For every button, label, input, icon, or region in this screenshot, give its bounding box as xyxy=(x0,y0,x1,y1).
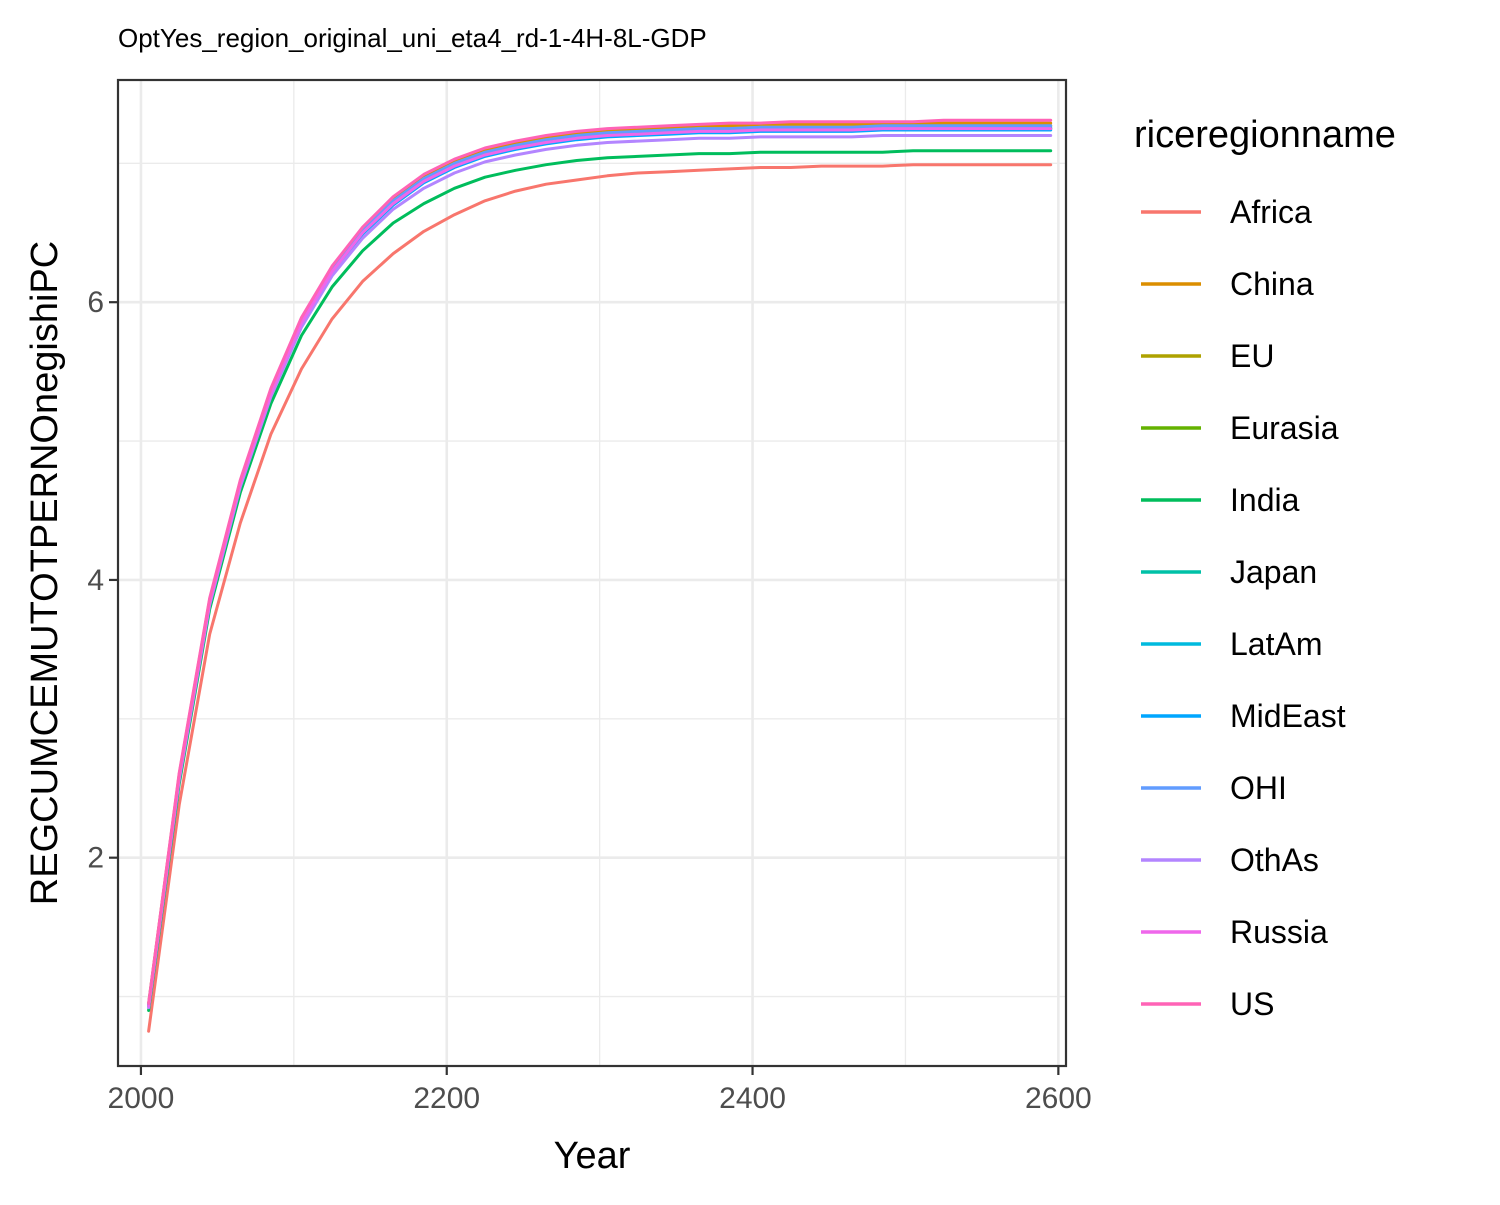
series-line-othas xyxy=(147,134,1053,1010)
legend-item-russia: Russia xyxy=(1141,914,1328,950)
legend-item-us: US xyxy=(1141,986,1274,1022)
y-axis-title: REGCUMCEMUTOTPERNOnegishiPC xyxy=(24,241,66,905)
y-tick-label: 4 xyxy=(87,564,104,597)
axes: 2000 2200 2400 2600 2 4 6 xyxy=(87,286,1091,1115)
legend-item-ohi: OHI xyxy=(1141,770,1287,806)
plot-panel xyxy=(116,78,1068,1068)
x-axis-title: Year xyxy=(554,1135,631,1177)
legend-item-eurasia: Eurasia xyxy=(1141,410,1339,446)
legend-label: OHI xyxy=(1230,770,1287,806)
legend-item-eu: EU xyxy=(1141,338,1274,374)
series-line-us xyxy=(147,118,1053,1005)
x-tick-label: 2400 xyxy=(719,1082,786,1115)
legend-title: riceregionname xyxy=(1134,114,1396,156)
legend-item-india: India xyxy=(1141,482,1300,518)
legend-label: Eurasia xyxy=(1230,410,1339,446)
y-tick-label: 6 xyxy=(87,286,104,319)
legend-item-china: China xyxy=(1141,266,1314,302)
legend-label: EU xyxy=(1230,338,1274,374)
x-tick-label: 2600 xyxy=(1025,1082,1092,1115)
legend-item-japan: Japan xyxy=(1141,554,1317,590)
y-tick-label: 2 xyxy=(87,842,104,875)
legend-label: China xyxy=(1230,266,1314,302)
legend-label: OthAs xyxy=(1230,842,1319,878)
legend-label: US xyxy=(1230,986,1274,1022)
legend-label: Japan xyxy=(1230,554,1317,590)
series-lines xyxy=(147,118,1053,1033)
series-line-india xyxy=(147,149,1053,1012)
legend-item-mideast: MidEast xyxy=(1141,698,1346,734)
series-line-africa xyxy=(147,163,1053,1033)
legend-label: India xyxy=(1230,482,1300,518)
series-line-russia xyxy=(147,127,1053,1008)
legend-item-othas: OthAs xyxy=(1141,842,1319,878)
legend-item-africa: Africa xyxy=(1141,194,1312,230)
x-tick-label: 2000 xyxy=(108,1082,175,1115)
legend: riceregionname Africa China EU Eurasia India… xyxy=(1134,114,1396,1022)
legend-label: Russia xyxy=(1230,914,1328,950)
legend-label: Africa xyxy=(1230,194,1312,230)
x-tick-label: 2200 xyxy=(413,1082,480,1115)
chart-title: OptYes_region_original_uni_eta4_rd-1-4H-… xyxy=(118,23,707,53)
legend-item-latam: LatAm xyxy=(1141,626,1322,662)
gridlines xyxy=(118,80,1066,1066)
legend-label: LatAm xyxy=(1230,626,1322,662)
legend-label: MidEast xyxy=(1230,698,1346,734)
